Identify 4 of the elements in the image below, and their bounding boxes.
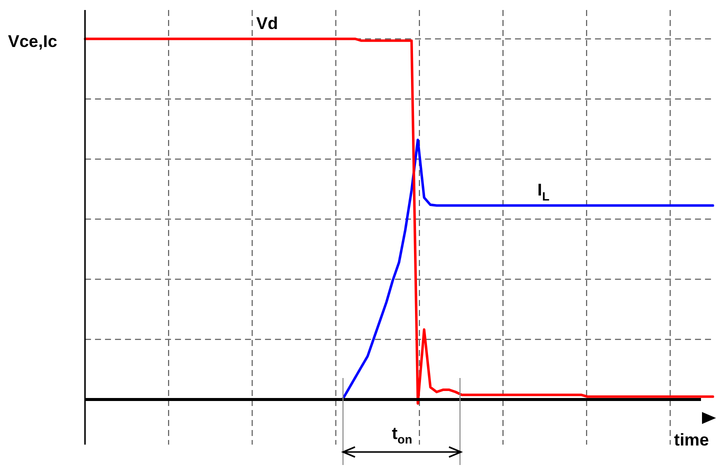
text: t$_{on}$ bbox=[390, 424, 414, 446]
x-axis-title: time bbox=[674, 430, 710, 450]
series-label: Vd bbox=[256, 14, 278, 33]
y-axis-title: Vce,Ic bbox=[8, 32, 58, 51]
